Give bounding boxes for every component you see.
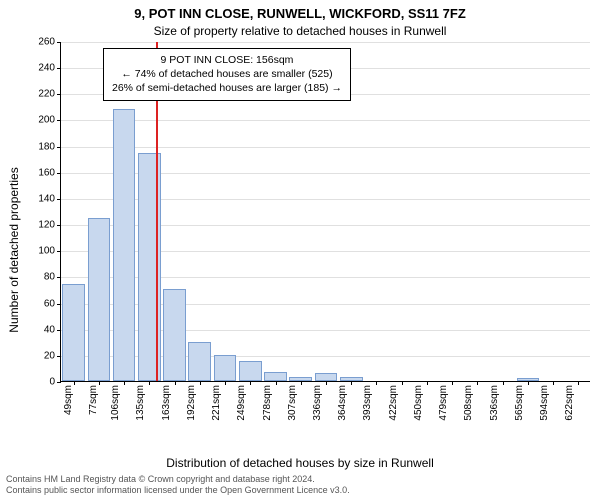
x-tick-label: 565sqm xyxy=(514,349,525,385)
y-tick-mark xyxy=(57,251,61,252)
y-tick-mark xyxy=(57,277,61,278)
annotation-line2: ← 74% of detached houses are smaller (52… xyxy=(112,67,342,81)
x-tick-label: 336sqm xyxy=(312,349,323,385)
x-tick-mark xyxy=(578,381,579,385)
annotation-line1: 9 POT INN CLOSE: 156sqm xyxy=(112,53,342,67)
page-subtitle: Size of property relative to detached ho… xyxy=(0,24,600,38)
y-tick-label: 40 xyxy=(44,324,55,335)
y-tick-mark xyxy=(57,173,61,174)
x-tick-mark xyxy=(200,381,201,385)
x-tick-mark xyxy=(528,381,529,385)
y-tick-mark xyxy=(57,304,61,305)
y-tick-label: 160 xyxy=(38,167,55,178)
x-tick-label: 479sqm xyxy=(438,349,449,385)
footer-line1: Contains HM Land Registry data © Crown c… xyxy=(6,474,350,485)
histogram-bar xyxy=(113,109,136,381)
y-tick-label: 220 xyxy=(38,89,55,100)
x-tick-mark xyxy=(149,381,150,385)
x-tick-label: 278sqm xyxy=(262,349,273,385)
x-tick-label: 364sqm xyxy=(337,349,348,385)
footer-text: Contains HM Land Registry data © Crown c… xyxy=(6,474,350,497)
y-tick-label: 200 xyxy=(38,115,55,126)
x-tick-label: 163sqm xyxy=(161,349,172,385)
x-tick-label: 49sqm xyxy=(63,355,74,385)
x-tick-label: 536sqm xyxy=(489,349,500,385)
y-tick-mark xyxy=(57,42,61,43)
y-axis-label: Number of detached properties xyxy=(7,100,21,400)
y-tick-label: 140 xyxy=(38,193,55,204)
x-tick-label: 135sqm xyxy=(136,349,147,385)
y-tick-label: 80 xyxy=(44,272,55,283)
x-tick-mark xyxy=(477,381,478,385)
x-tick-label: 594sqm xyxy=(539,349,550,385)
x-tick-label: 307sqm xyxy=(287,349,298,385)
x-tick-mark xyxy=(301,381,302,385)
y-tick-label: 20 xyxy=(44,350,55,361)
y-tick-mark xyxy=(57,94,61,95)
x-tick-mark xyxy=(124,381,125,385)
y-tick-label: 260 xyxy=(38,37,55,48)
x-tick-label: 508sqm xyxy=(464,349,475,385)
x-axis-label: Distribution of detached houses by size … xyxy=(0,456,600,470)
annotation-line3: 26% of semi-detached houses are larger (… xyxy=(112,81,342,95)
x-tick-label: 249sqm xyxy=(236,349,247,385)
y-tick-label: 180 xyxy=(38,141,55,152)
y-tick-label: 100 xyxy=(38,246,55,257)
page-title: 9, POT INN CLOSE, RUNWELL, WICKFORD, SS1… xyxy=(0,6,600,21)
x-tick-mark xyxy=(553,381,554,385)
x-tick-mark xyxy=(326,381,327,385)
x-tick-mark xyxy=(427,381,428,385)
y-tick-mark xyxy=(57,147,61,148)
x-tick-label: 393sqm xyxy=(363,349,374,385)
chart-container: 9, POT INN CLOSE, RUNWELL, WICKFORD, SS1… xyxy=(0,0,600,500)
x-tick-mark xyxy=(402,381,403,385)
y-tick-mark xyxy=(57,120,61,121)
annotation-box: 9 POT INN CLOSE: 156sqm ← 74% of detache… xyxy=(103,48,351,101)
x-tick-mark xyxy=(250,381,251,385)
y-tick-mark xyxy=(57,199,61,200)
x-tick-label: 106sqm xyxy=(110,349,121,385)
x-tick-label: 622sqm xyxy=(565,349,576,385)
x-tick-mark xyxy=(452,381,453,385)
x-tick-label: 192sqm xyxy=(186,349,197,385)
y-tick-label: 60 xyxy=(44,298,55,309)
x-tick-mark xyxy=(503,381,504,385)
x-tick-label: 450sqm xyxy=(413,349,424,385)
plot-area: 02040608010012014016018020022024026049sq… xyxy=(60,42,590,382)
y-tick-mark xyxy=(57,330,61,331)
footer-line2: Contains public sector information licen… xyxy=(6,485,350,496)
y-tick-label: 0 xyxy=(49,377,55,388)
x-tick-mark xyxy=(225,381,226,385)
grid-line xyxy=(61,42,590,43)
grid-line xyxy=(61,120,590,121)
x-tick-label: 221sqm xyxy=(211,349,222,385)
x-tick-mark xyxy=(175,381,176,385)
y-tick-label: 240 xyxy=(38,63,55,74)
x-tick-mark xyxy=(276,381,277,385)
y-tick-mark xyxy=(57,68,61,69)
y-tick-mark xyxy=(57,382,61,383)
grid-line xyxy=(61,147,590,148)
x-tick-mark xyxy=(351,381,352,385)
y-tick-mark xyxy=(57,356,61,357)
x-tick-label: 422sqm xyxy=(388,349,399,385)
y-tick-mark xyxy=(57,225,61,226)
x-tick-label: 77sqm xyxy=(88,355,99,385)
y-tick-label: 120 xyxy=(38,220,55,231)
x-tick-mark xyxy=(376,381,377,385)
